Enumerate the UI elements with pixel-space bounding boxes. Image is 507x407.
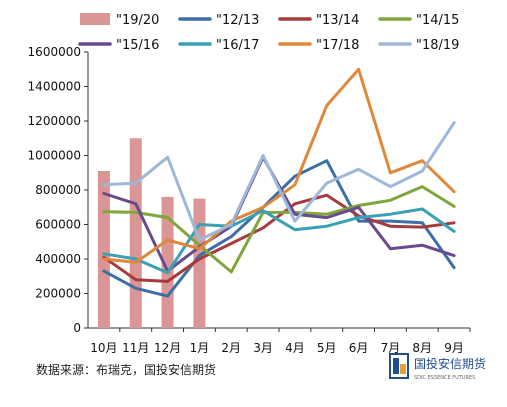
y-tick-label: 400000	[35, 252, 81, 266]
legend-label: "17/18	[316, 38, 359, 53]
x-tick-label: 6月	[349, 341, 369, 355]
legend-label: "16/17	[216, 38, 259, 53]
legend-item: "17/18	[278, 38, 359, 53]
y-tick-label: 200000	[35, 287, 81, 301]
bar	[129, 138, 142, 328]
series-line	[102, 207, 456, 275]
legend-item: "15/16	[78, 38, 159, 53]
x-tick-label: 12月	[154, 341, 181, 355]
legend-label: "14/15	[416, 13, 459, 28]
logo-name: 国投安信期货	[414, 356, 486, 371]
axes: 0 200000 400000 600000 800000 1000000 1200000 1…	[28, 45, 471, 355]
logo-mark-icon	[389, 353, 409, 379]
legend-label: "12/13	[216, 13, 259, 28]
line-series	[102, 67, 456, 298]
x-tick-label: 5月	[317, 341, 337, 355]
legend-item: "13/14	[278, 13, 359, 28]
series-line	[102, 67, 456, 264]
x-tick-label: 3月	[253, 341, 273, 355]
y-tick-label: 1000000	[28, 149, 81, 163]
series-line	[102, 193, 456, 283]
source-note: 数据来源：布瑞克，国投安信期货	[36, 363, 217, 377]
x-tick-label: 11月	[122, 341, 149, 355]
legend-label: "18/19	[416, 38, 459, 53]
legend-swatch	[80, 13, 110, 25]
x-tick-label: 2月	[221, 341, 241, 355]
bar-series	[97, 138, 206, 328]
x-tick-label: 9月	[444, 341, 464, 355]
legend-label: "15/16	[116, 38, 159, 53]
x-tick-label: 1月	[190, 341, 210, 355]
x-tick-label: 10月	[90, 341, 117, 355]
legend-item: "12/13	[178, 13, 259, 28]
y-tick-label: 1200000	[28, 114, 81, 128]
y-tick-label: 0	[73, 321, 81, 335]
series-line	[102, 185, 456, 274]
x-tick-label: 4月	[285, 341, 305, 355]
logo-subtitle: SDIC ESSENCE FUTURES	[414, 375, 475, 381]
legend-label: "19/20	[116, 13, 159, 28]
y-tick-label: 800000	[35, 183, 81, 197]
logo: 国投安信期货 SDIC ESSENCE FUTURES	[388, 350, 500, 384]
series-line	[102, 159, 456, 298]
y-tick-label: 600000	[35, 218, 81, 232]
series-line	[102, 121, 456, 242]
legend-item: "16/17	[178, 38, 259, 53]
legend: "19/20 "12/13 "13/14 "14/15 "15/16 "16/17 "17/…	[78, 13, 459, 53]
y-tick-label: 1600000	[28, 45, 81, 59]
x-tick-label: 8月	[412, 341, 432, 355]
y-tick-label: 1400000	[28, 80, 81, 94]
x-tick-label: 7月	[381, 341, 401, 355]
legend-item: "19/20	[80, 13, 159, 28]
legend-item: "14/15	[378, 13, 459, 28]
legend-item: "18/19	[378, 38, 459, 53]
legend-label: "13/14	[316, 13, 359, 28]
